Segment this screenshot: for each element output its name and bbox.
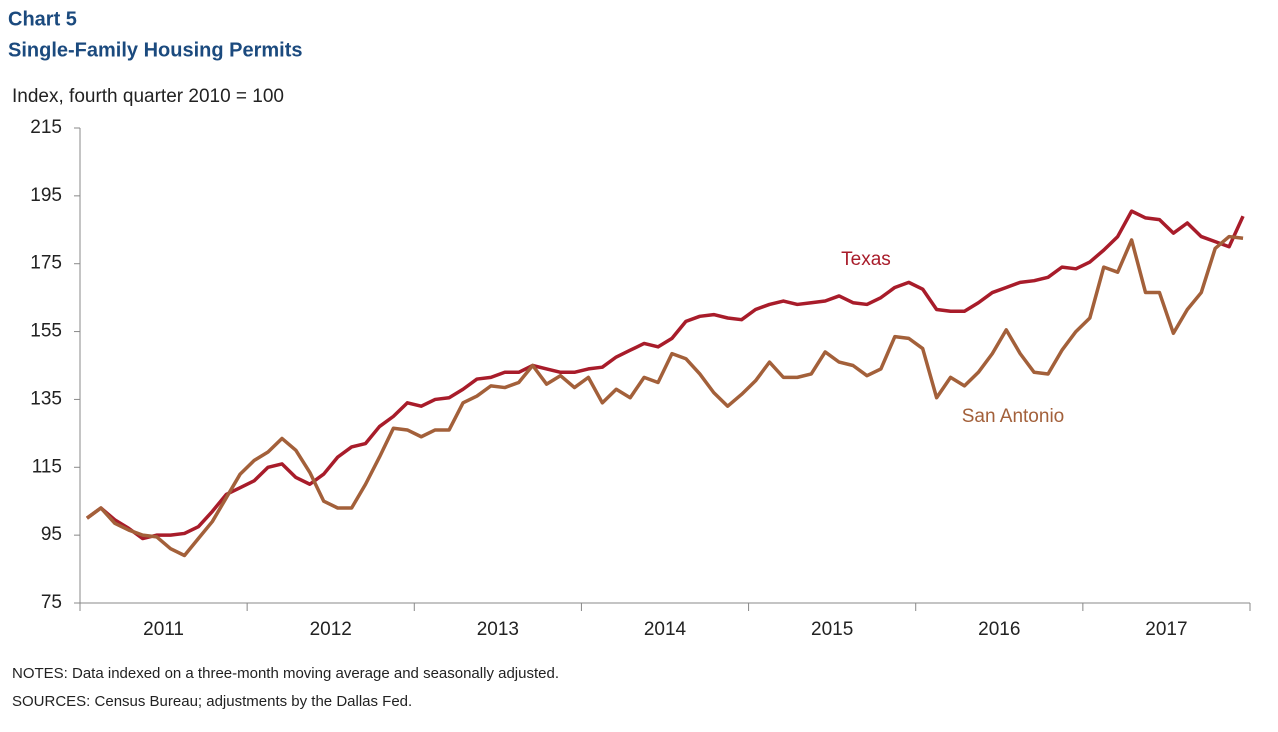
x-tick-label: 2013 (477, 619, 519, 640)
series-label: San Antonio (962, 406, 1064, 427)
x-tick-label: 2016 (978, 619, 1020, 640)
y-axis-label: Index, fourth quarter 2010 = 100 (12, 86, 284, 107)
x-tick-label: 2014 (644, 619, 687, 640)
y-tick-label: 135 (30, 388, 62, 409)
y-tick-label: 155 (30, 321, 62, 342)
x-tick-label: 2011 (143, 619, 184, 640)
x-tick-label: 2017 (1145, 619, 1187, 640)
series-line (85, 234, 1244, 558)
y-tick-label: 115 (32, 456, 62, 477)
x-tick-label: 2012 (310, 619, 352, 640)
sources: SOURCES: Census Bureau; adjustments by t… (12, 693, 412, 710)
notes: NOTES: Data indexed on a three-month mov… (12, 665, 559, 682)
x-tick-label: 2015 (811, 619, 853, 640)
y-tick-label: 175 (30, 253, 62, 274)
y-tick-label: 195 (30, 185, 62, 206)
y-tick-label: 75 (41, 592, 62, 613)
series-label: Texas (841, 249, 891, 270)
y-tick-label: 95 (41, 524, 62, 545)
chart-subtitle: Single-Family Housing Permits (8, 39, 303, 61)
series-line (85, 209, 1245, 541)
y-tick-label: 215 (30, 117, 62, 138)
chart-title: Chart 5 (8, 8, 77, 30)
